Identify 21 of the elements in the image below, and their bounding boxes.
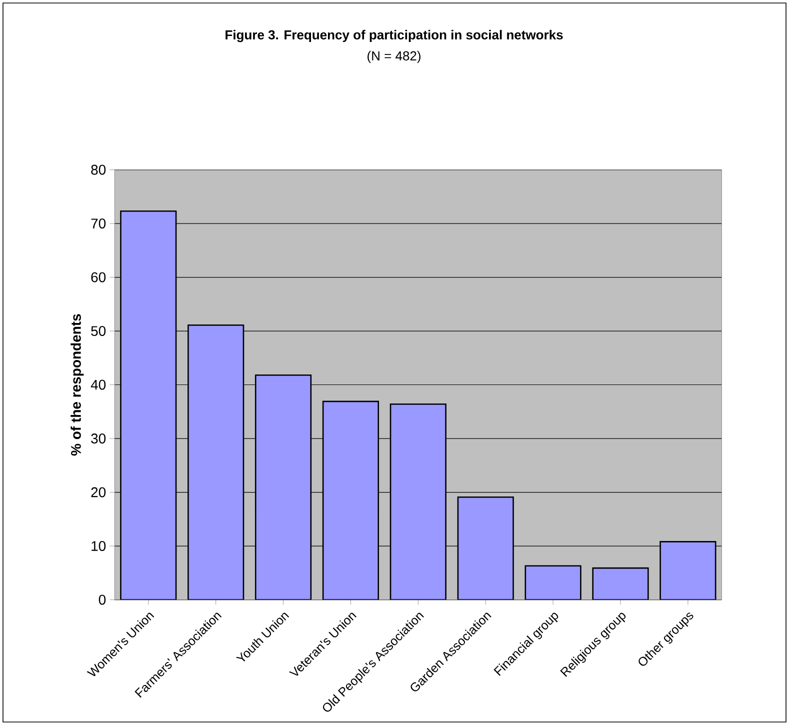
bar [390, 404, 446, 600]
chart-title: Figure 3. Frequency of participation in social networks [226, 30, 563, 42]
bar [120, 211, 176, 600]
bar [458, 497, 514, 600]
bar [256, 375, 311, 600]
y-tick-label: 80 [91, 164, 106, 175]
bar [188, 325, 244, 600]
bar [592, 568, 648, 600]
y-tick-label: 70 [91, 218, 106, 228]
y-axis-title: % of the respondents [70, 314, 84, 456]
bar [660, 541, 716, 600]
chart-subtitle: (N = 482) [368, 50, 420, 64]
y-tick-label: 0 [98, 594, 106, 605]
y-tick-label: 30 [91, 434, 106, 444]
y-tick-label: 60 [91, 272, 106, 282]
y-tick-label: 10 [92, 541, 106, 551]
y-tick-label: 50 [91, 326, 106, 336]
bar [323, 401, 378, 600]
y-tick-label: 40 [90, 380, 106, 390]
bar [525, 566, 581, 600]
y-tick-label: 20 [91, 487, 106, 498]
